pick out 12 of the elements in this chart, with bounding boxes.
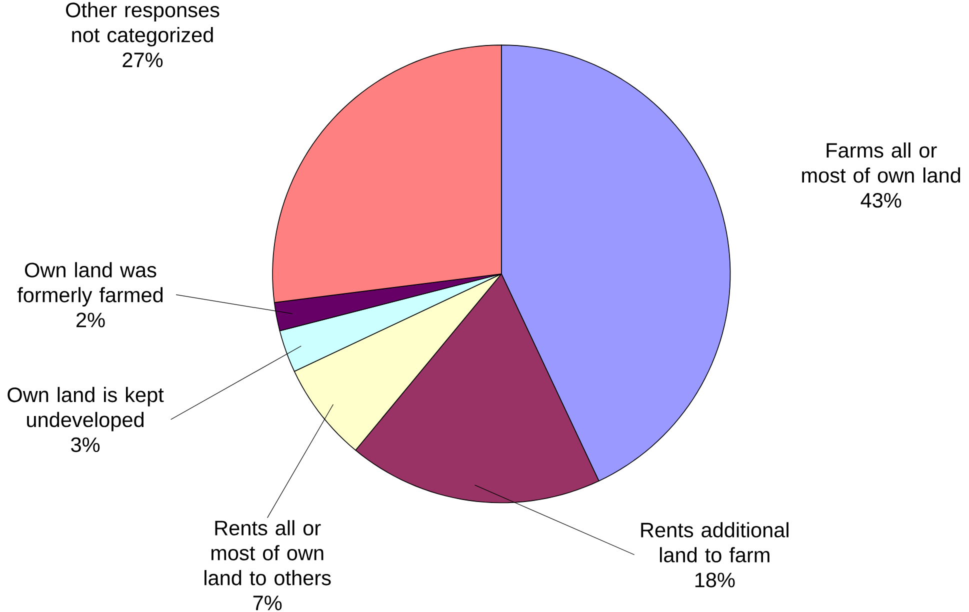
slice-label: Farms all or most of own land [802,142,960,183]
data-label: 27% [122,52,163,68]
slice-label: Rents all or most of own land to others [204,520,331,586]
data-label: 2% [76,312,105,328]
slice-label: Own land is kept undeveloped [8,386,164,432]
data-label: 18% [695,572,735,588]
data-label: 7% [253,596,282,610]
slice-label: Own land was formerly farmed [17,262,163,306]
slice-label: Other responses not categorized [66,2,220,46]
data-label: 3% [71,437,100,452]
data-label: 43% [860,192,902,208]
slice-label: Rents additional land to farm [641,522,788,562]
